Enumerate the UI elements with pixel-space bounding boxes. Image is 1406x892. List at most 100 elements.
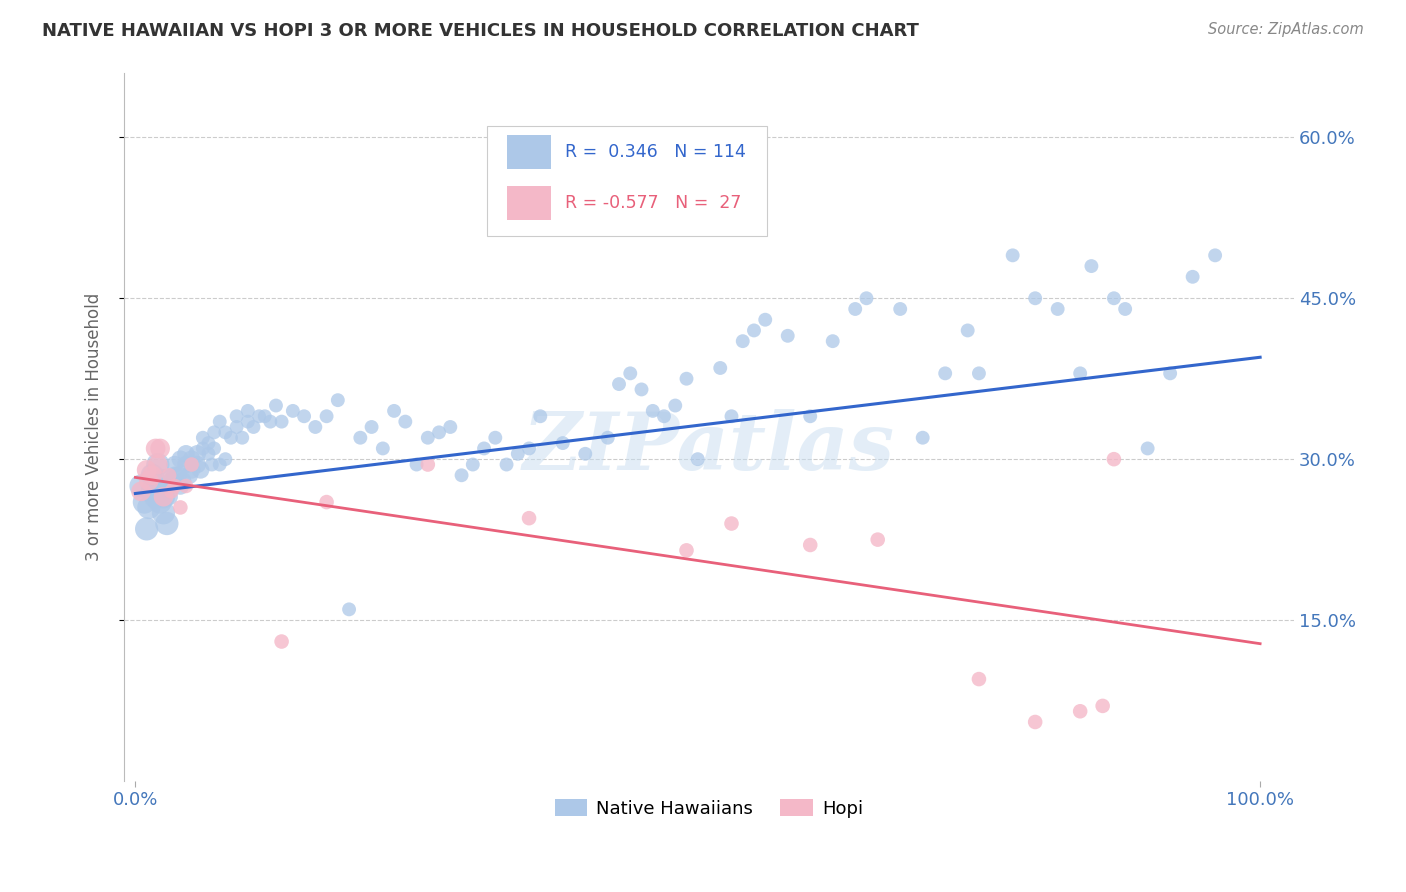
Point (607, 377, 630, 392)
Text: R = -0.577   N =  27: R = -0.577 N = 27 (565, 194, 741, 211)
Point (304, 420, 326, 434)
Point (934, 367, 956, 381)
Point (821, 334, 844, 348)
Legend: Native Hawaiians, Hopi: Native Hawaiians, Hopi (548, 792, 870, 825)
Point (163, 458, 186, 472)
Point (174, 458, 197, 472)
Point (191, 431, 214, 445)
Point (1046, 301, 1069, 316)
Point (157, 468, 180, 483)
Point (253, 409, 276, 424)
Point (326, 393, 349, 408)
Point (337, 602, 360, 616)
Point (1102, 291, 1125, 305)
Point (292, 409, 315, 424)
Point (236, 415, 259, 429)
Point (529, 409, 551, 424)
Point (472, 442, 495, 456)
Point (517, 442, 540, 456)
Point (135, 522, 157, 536)
Point (141, 468, 163, 483)
Point (186, 458, 208, 472)
Point (141, 468, 163, 483)
Point (146, 458, 169, 472)
Point (201, 458, 224, 472)
Point (1024, 291, 1046, 305)
Point (242, 420, 264, 434)
Point (231, 431, 253, 445)
Point (405, 458, 427, 472)
Point (495, 458, 517, 472)
Point (149, 495, 172, 509)
Point (1102, 452, 1125, 467)
Point (190, 463, 212, 477)
Point (197, 447, 219, 461)
Point (156, 516, 179, 531)
Point (911, 431, 934, 445)
Point (247, 409, 270, 424)
Point (799, 409, 821, 424)
Point (214, 425, 236, 440)
Point (134, 495, 156, 509)
Text: NATIVE HAWAIIAN VS HOPI 3 OR MORE VEHICLES IN HOUSEHOLD CORRELATION CHART: NATIVE HAWAIIAN VS HOPI 3 OR MORE VEHICL… (42, 22, 920, 40)
Point (157, 490, 180, 504)
Point (844, 301, 866, 316)
Point (416, 431, 439, 445)
Point (169, 452, 191, 467)
Point (167, 468, 190, 483)
Point (281, 404, 304, 418)
Point (427, 425, 450, 440)
Point (619, 367, 641, 381)
Point (641, 404, 664, 418)
Text: R =  0.346   N = 114: R = 0.346 N = 114 (565, 143, 747, 161)
Point (179, 468, 201, 483)
Point (202, 425, 225, 440)
Point (1204, 248, 1226, 262)
Point (208, 458, 231, 472)
Point (394, 415, 416, 429)
Point (664, 399, 686, 413)
Point (146, 458, 169, 472)
Point (675, 372, 697, 386)
Point (163, 479, 186, 493)
Point (160, 474, 183, 488)
Point (138, 474, 160, 488)
Point (517, 511, 540, 525)
Point (652, 409, 675, 424)
Point (270, 415, 292, 429)
Point (169, 479, 191, 493)
Point (506, 447, 529, 461)
Point (174, 447, 197, 461)
Point (754, 312, 776, 326)
Point (152, 490, 174, 504)
Point (160, 484, 183, 499)
Point (180, 458, 202, 472)
Point (484, 431, 506, 445)
Point (1080, 259, 1102, 273)
Point (742, 323, 765, 337)
Point (145, 490, 167, 504)
FancyBboxPatch shape (506, 135, 551, 169)
Point (731, 334, 754, 348)
Point (191, 442, 214, 456)
Point (799, 538, 821, 552)
Point (1136, 442, 1159, 456)
Point (236, 404, 259, 418)
Text: Source: ZipAtlas.com: Source: ZipAtlas.com (1208, 22, 1364, 37)
Point (720, 409, 742, 424)
Point (1069, 367, 1091, 381)
Point (349, 431, 371, 445)
Point (152, 490, 174, 504)
Point (360, 420, 382, 434)
Point (1069, 704, 1091, 718)
Point (129, 479, 152, 493)
Point (1114, 301, 1136, 316)
Point (186, 447, 208, 461)
Point (461, 458, 484, 472)
Point (208, 415, 231, 429)
Point (146, 484, 169, 499)
Point (450, 468, 472, 483)
Point (315, 495, 337, 509)
Point (141, 484, 163, 499)
Point (1024, 714, 1046, 729)
